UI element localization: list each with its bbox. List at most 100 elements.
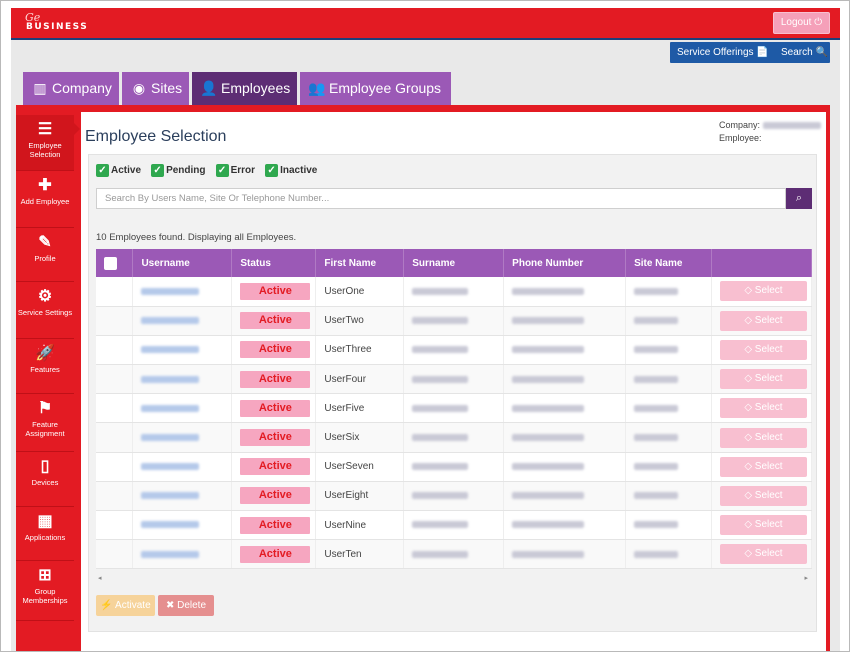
username-redacted[interactable] [141,317,200,325]
select-button[interactable]: ◇ Select [719,544,807,565]
select-button[interactable]: ◇ Select [719,310,807,331]
select-all-checkbox[interactable] [104,256,117,270]
username-cell[interactable] [132,306,233,336]
search-submit-button[interactable]: ⌕ [786,188,812,209]
sidebar-item-label: Features [30,365,60,374]
col-status[interactable]: Status [231,249,317,277]
username-cell[interactable] [132,510,233,541]
tab-label: Employee Groups [329,80,442,96]
surname-redacted [412,404,469,412]
username-cell[interactable] [132,364,233,395]
first-name-cell: UserThree [315,335,405,366]
filter-pending[interactable]: ✓ Pending [151,164,206,177]
tab-company[interactable]: ▥ Company [23,72,119,105]
sidebar-item-profile[interactable]: ✎ Profile [16,228,74,282]
site-redacted [634,433,679,441]
checkbox-checked-icon: ✓ [151,164,165,177]
search-input[interactable]: Search By Users Name, Site Or Telephone … [96,188,786,209]
status-badge: Active [240,545,311,563]
username-cell[interactable] [132,481,233,512]
col-phone-number[interactable]: Phone Number [503,249,627,277]
select-button[interactable]: ◇ Select [719,398,807,419]
username-redacted[interactable] [141,375,200,383]
company-label: Company: [719,120,761,130]
username-redacted[interactable] [141,433,200,441]
username-redacted[interactable] [141,404,200,412]
username-redacted[interactable] [141,550,200,558]
username-redacted[interactable] [141,492,200,500]
select-button[interactable]: ◇ Select [719,281,807,302]
status-badge: Active [240,370,311,388]
tab-employee-groups[interactable]: 👥 Employee Groups [300,72,451,105]
phone-redacted [512,375,585,383]
select-button[interactable]: ◇ Select [719,369,807,390]
status-badge: Active [240,312,311,330]
company-name-redacted [762,122,821,130]
surname-redacted [412,375,469,383]
site-redacted [634,463,679,471]
first-name-cell: UserTen [315,539,405,570]
filter-active[interactable]: ✓ Active [96,164,141,177]
search-button[interactable]: Search 🔍 [774,42,830,63]
select-button[interactable]: ◇ Select [719,427,807,448]
phone-redacted [512,404,585,412]
col-site-name[interactable]: Site Name [625,249,712,277]
sidebar: ☰ Employee Selection ✚ Add Employee ✎ Pr… [16,105,80,651]
username-cell[interactable] [132,422,233,453]
sidebar-item-label: Applications [24,533,66,542]
surname-redacted [412,463,469,471]
username-redacted[interactable] [141,287,200,295]
col-username[interactable]: Username [132,249,233,277]
username-redacted[interactable] [141,521,200,529]
col-first-name[interactable]: First Name [315,249,405,277]
select-button[interactable]: ◇ Select [719,485,807,506]
delete-button[interactable]: ✖ Delete [158,595,214,616]
tab-sites[interactable]: ◉ Sites [122,72,189,105]
tab-employees[interactable]: 👤 Employees [192,72,297,105]
content-panel: ☰ Employee Selection ✚ Add Employee ✎ Pr… [16,105,830,651]
username-cell[interactable] [132,393,233,424]
surname-redacted [412,550,469,558]
select-all-header[interactable] [96,249,134,277]
username-redacted[interactable] [141,346,200,354]
username-cell[interactable] [132,277,233,307]
filter-label: Pending [166,165,206,177]
scroll-right-icon[interactable]: ▸ [804,575,808,582]
filter-inactive[interactable]: ✓ Inactive [265,164,317,177]
filter-error[interactable]: ✓ Error [215,164,256,177]
username-cell[interactable] [132,335,233,366]
table-row: Active UserOne ◇ Select [96,277,813,307]
tab-label: Employees [221,80,291,96]
sidebar-item-applications[interactable]: ▦ Applications [16,507,74,561]
select-button[interactable]: ◇ Select [719,456,807,477]
surname-redacted [412,317,469,325]
filter-label: Error [230,165,256,177]
horizontal-scrollbar[interactable]: ◂ ▸ [96,574,812,583]
surname-redacted [412,287,469,295]
username-cell[interactable] [132,539,233,570]
activate-button[interactable]: ⚡ Activate [96,595,155,616]
sidebar-item-label: Devices [31,478,59,487]
gear-icon: ⚙ [37,288,53,305]
col-surname[interactable]: Surname [403,249,505,277]
sidebar-item-features[interactable]: 🚀 Features [16,339,74,394]
sidebar-item-add-employee[interactable]: ✚ Add Employee [16,171,74,228]
select-button[interactable]: ◇ Select [719,339,807,360]
service-offerings-button[interactable]: Service Offerings 📄 [670,42,776,63]
table-row: Active UserFour ◇ Select [96,364,813,395]
sidebar-item-employee-selection[interactable]: ☰ Employee Selection [16,115,74,171]
employee-list-panel: ✓ Active ✓ Pending ✓ Error ✓ Inactive Search… [88,154,817,632]
username-cell[interactable] [132,452,233,482]
username-redacted[interactable] [141,463,200,471]
col-actions [711,249,813,277]
sidebar-item-feature-assignment[interactable]: ⚑ Feature Assignment [16,394,74,452]
sidebar-item-service-settings[interactable]: ⚙ Service Settings [16,282,74,339]
sidebar-item-group-memberships[interactable]: ⊞ Group Memberships [16,561,74,621]
sidebar-item-label: Profile [34,254,56,263]
logout-button[interactable]: Logout ⏻ [773,12,830,34]
scroll-left-icon[interactable]: ◂ [98,575,102,582]
sidebar-item-devices[interactable]: ▯ Devices [16,452,74,507]
select-button[interactable]: ◇ Select [719,515,807,536]
phone-redacted [512,492,585,500]
